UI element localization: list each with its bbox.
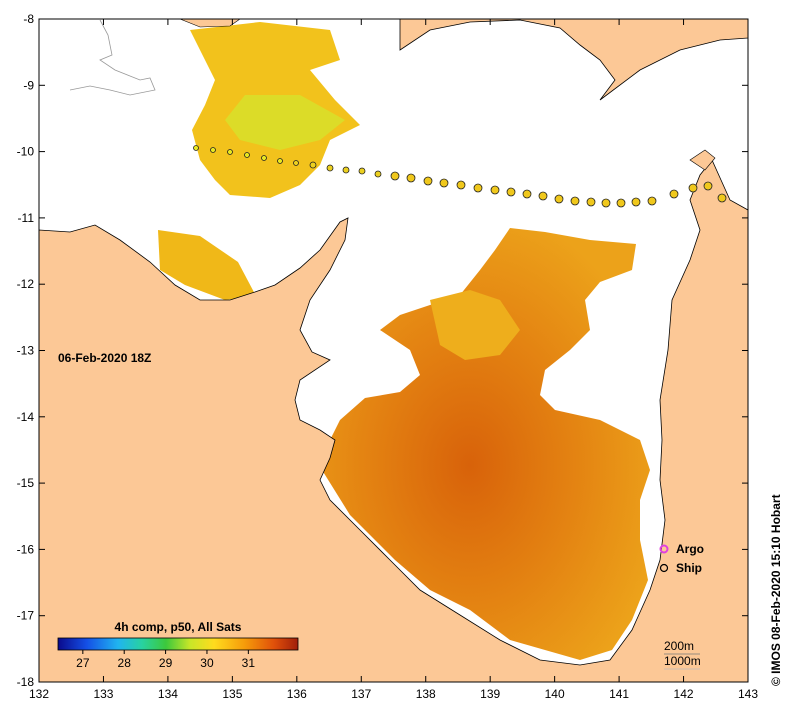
lat-tick-label: -12 [17, 277, 35, 291]
lon-tick-label: 135 [222, 687, 242, 701]
lon-tick-label: 134 [158, 687, 178, 701]
lat-tick-label: -13 [17, 344, 35, 358]
lat-tick-label: -11 [18, 211, 35, 225]
lon-tick-label: 138 [416, 687, 436, 701]
argo-legend-label: Argo [676, 542, 704, 556]
colorbar-tick-label: 27 [76, 656, 90, 670]
lon-tick-label: 143 [738, 687, 758, 701]
lon-tick-label: 139 [480, 687, 500, 701]
lon-tick-label: 141 [609, 687, 629, 701]
lat-tick-label: -16 [17, 542, 35, 556]
sst-patch-gulf [322, 228, 650, 660]
lon-tick-label: 140 [545, 687, 565, 701]
land-island-nw [179, 19, 241, 28]
colorbar-tick-label: 31 [242, 656, 256, 670]
lat-tick-label: -18 [17, 675, 35, 689]
sst-patch-gulf-north [430, 290, 520, 360]
map-timestamp: 06-Feb-2020 18Z [58, 351, 151, 365]
land-new-guinea [399, 19, 748, 101]
credit-text: © IMOS 08-Feb-2020 15:10 Hobart [769, 494, 783, 686]
depth-200-label: 200m [664, 639, 694, 653]
lat-tick-label: -15 [17, 476, 35, 490]
lon-tick-label: 132 [29, 687, 49, 701]
lat-tick-label: -10 [17, 145, 35, 159]
land-torres-islands [689, 149, 716, 171]
sst-patch-west [158, 230, 256, 300]
lat-axis: -8 -9 -10 -11 -12 -13 -14 -15 -16 -17 -18 [17, 12, 748, 689]
coast-trace-nw [69, 19, 156, 96]
lon-axis: 132 133 134 135 136 137 138 139 140 141 142 143 [29, 19, 758, 701]
ship-track [193, 145, 727, 208]
ship-legend-label: Ship [676, 561, 702, 575]
sst-patch-north-core [225, 95, 345, 150]
colorbar-title: 4h comp, p50, All Sats [115, 620, 242, 634]
lat-tick-label: -14 [17, 410, 35, 424]
lat-tick-label: -9 [23, 78, 34, 92]
lon-tick-label: 137 [351, 687, 371, 701]
ship-marker-icon [659, 563, 669, 573]
lon-tick-label: 136 [287, 687, 307, 701]
colorbar-ramp [57, 637, 299, 651]
colorbar-tick-label: 28 [118, 656, 132, 670]
lon-tick-label: 142 [674, 687, 694, 701]
argo-marker-icon [659, 544, 669, 554]
colorbar-tick-label: 30 [200, 656, 214, 670]
depth-1000-label: 1000m [664, 654, 701, 668]
lat-tick-label: -8 [23, 12, 34, 26]
depth-legend: 200m 1000m [664, 639, 701, 670]
colorbar-tick-label: 29 [159, 656, 173, 670]
lat-tick-label: -17 [17, 609, 35, 623]
colorbar: 4h comp, p50, All Sats 27 28 29 30 31 [57, 620, 299, 670]
lon-tick-label: 133 [93, 687, 113, 701]
land-arnhem [39, 159, 748, 682]
marker-legend: Argo Ship [659, 542, 704, 575]
